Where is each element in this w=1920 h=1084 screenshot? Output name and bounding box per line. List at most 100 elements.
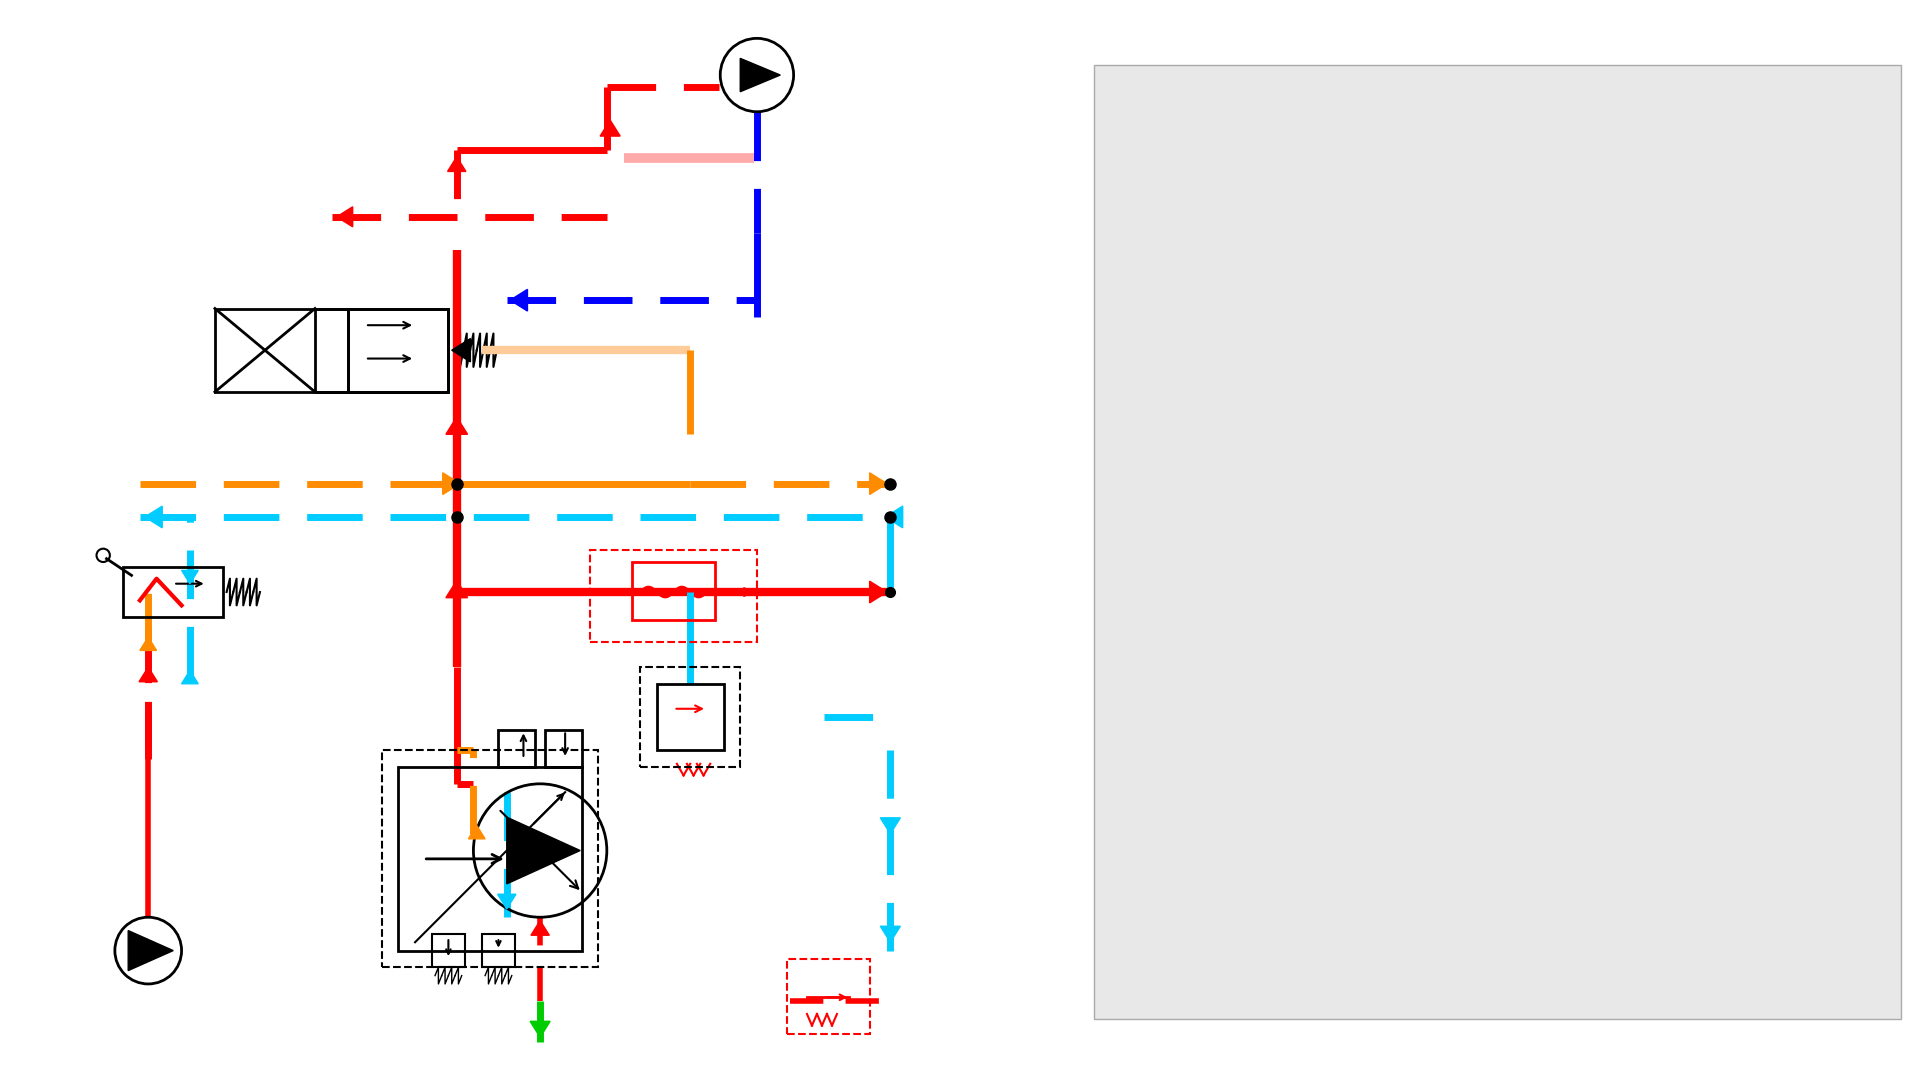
- FancyBboxPatch shape: [1208, 557, 1298, 588]
- Text: ✕: ✕: [1853, 654, 1860, 664]
- Bar: [632, 562, 716, 620]
- Polygon shape: [445, 580, 468, 597]
- Text: ⊕: ⊕: [1878, 698, 1885, 708]
- FancyBboxPatch shape: [1208, 687, 1298, 718]
- FancyBboxPatch shape: [1309, 603, 1645, 629]
- Text: ▼: ▼: [1288, 654, 1296, 664]
- FancyBboxPatch shape: [1098, 253, 1889, 283]
- FancyBboxPatch shape: [1098, 390, 1889, 413]
- Text: 1.3: 1.3: [1603, 264, 1620, 274]
- Text: Project: Project: [1450, 298, 1486, 308]
- Text: Filter: Filter: [1532, 140, 1559, 151]
- Text: 1.3: 1.3: [1603, 298, 1620, 308]
- FancyBboxPatch shape: [1098, 219, 1889, 249]
- Polygon shape: [182, 570, 198, 583]
- Text: Project: Project: [1450, 264, 1486, 274]
- FancyBboxPatch shape: [1309, 558, 1645, 585]
- Bar: [639, 667, 741, 767]
- Text: ×: ×: [1885, 83, 1897, 96]
- Text: Complete Version: Complete Version: [1584, 191, 1688, 201]
- Text: ✕: ✕: [1853, 698, 1860, 708]
- FancyBboxPatch shape: [1657, 644, 1853, 674]
- FancyBboxPatch shape: [1309, 689, 1645, 717]
- Text: – Line Simulation Appearances: – Line Simulation Appearances: [1114, 83, 1327, 98]
- Text: 2024-03-15 9:18:57 AM: 2024-03-15 9:18:57 AM: [1747, 298, 1870, 308]
- Text: ∂: ∂: [1868, 83, 1876, 96]
- Text: ✓: ✓: [1859, 985, 1874, 1003]
- Bar: [589, 551, 756, 642]
- Text: Modified: Modified: [1757, 191, 1809, 201]
- Text: ▼: ▼: [1288, 610, 1296, 621]
- FancyBboxPatch shape: [1098, 637, 1889, 678]
- FancyBboxPatch shape: [1098, 724, 1889, 764]
- Text: Comment: Comment: [1238, 191, 1294, 201]
- FancyBboxPatch shape: [1098, 416, 1889, 440]
- Polygon shape: [511, 289, 528, 311]
- FancyBboxPatch shape: [1478, 459, 1843, 495]
- FancyBboxPatch shape: [1098, 320, 1889, 349]
- Polygon shape: [870, 581, 887, 603]
- Polygon shape: [144, 506, 161, 528]
- FancyBboxPatch shape: [1841, 976, 1893, 1012]
- FancyBboxPatch shape: [1208, 514, 1298, 544]
- Polygon shape: [881, 926, 900, 942]
- FancyBboxPatch shape: [1098, 855, 1889, 895]
- Text: 50: 50: [1185, 696, 1200, 709]
- FancyBboxPatch shape: [1208, 644, 1298, 674]
- Text: Mark: Mark: [1532, 154, 1559, 164]
- Polygon shape: [336, 207, 353, 227]
- Polygon shape: [885, 506, 902, 528]
- Polygon shape: [445, 417, 468, 435]
- FancyBboxPatch shape: [1208, 601, 1298, 631]
- FancyBboxPatch shape: [1098, 551, 1889, 591]
- Polygon shape: [444, 473, 461, 494]
- Text: ⊕: ⊕: [1878, 567, 1885, 577]
- Text: scription: scription: [1104, 191, 1156, 201]
- FancyBboxPatch shape: [1657, 687, 1853, 718]
- Polygon shape: [530, 1021, 551, 1037]
- Polygon shape: [741, 59, 780, 92]
- Bar: [382, 750, 599, 967]
- Text: ⊕: ⊕: [1878, 654, 1885, 664]
- Bar: [499, 731, 536, 767]
- FancyBboxPatch shape: [1657, 601, 1853, 631]
- Polygon shape: [138, 667, 157, 682]
- Text: bar: bar: [1238, 524, 1258, 533]
- Polygon shape: [451, 338, 470, 362]
- FancyBboxPatch shape: [1112, 348, 1139, 372]
- Text: ✕: ✕: [1853, 524, 1860, 533]
- Polygon shape: [129, 930, 173, 970]
- Text: 2024-03-15 9:18:51 AM: 2024-03-15 9:18:51 AM: [1747, 264, 1870, 274]
- Polygon shape: [881, 817, 900, 834]
- Text: bar: bar: [1238, 654, 1258, 664]
- FancyBboxPatch shape: [1098, 767, 1889, 808]
- Bar: [348, 309, 449, 392]
- FancyBboxPatch shape: [1098, 507, 1889, 547]
- Bar: [397, 767, 582, 951]
- FancyBboxPatch shape: [1098, 899, 1889, 939]
- FancyBboxPatch shape: [1098, 681, 1889, 721]
- Polygon shape: [182, 670, 198, 684]
- Text: ⊕: ⊕: [1878, 610, 1885, 621]
- Text: ✕: ✕: [1853, 567, 1860, 577]
- FancyBboxPatch shape: [1098, 594, 1889, 634]
- Bar: [215, 309, 449, 392]
- Text: Version: 1.6 Date: 2024-03-21 4:30:01 PM: Version: 1.6 Date: 2024-03-21 4:30:01 PM: [1670, 354, 1889, 364]
- FancyBboxPatch shape: [1098, 812, 1889, 852]
- Polygon shape: [507, 817, 580, 883]
- Bar: [315, 309, 348, 392]
- Text: Suction: Suction: [1728, 524, 1766, 533]
- FancyBboxPatch shape: [1885, 169, 1901, 336]
- Text: Default: Default: [1144, 354, 1185, 364]
- FancyBboxPatch shape: [1098, 443, 1889, 467]
- Text: Project: Project: [1450, 331, 1486, 341]
- Polygon shape: [447, 157, 467, 171]
- Text: 0: 0: [1192, 566, 1200, 579]
- Text: ▼: ▼: [1288, 524, 1296, 533]
- Text: 1.2: 1.2: [1603, 231, 1620, 241]
- Polygon shape: [601, 120, 620, 137]
- Bar: [787, 959, 870, 1034]
- Text: Medium-High Pressure: Medium-High Pressure: [1688, 610, 1807, 621]
- Bar: [482, 934, 515, 967]
- Polygon shape: [140, 637, 157, 650]
